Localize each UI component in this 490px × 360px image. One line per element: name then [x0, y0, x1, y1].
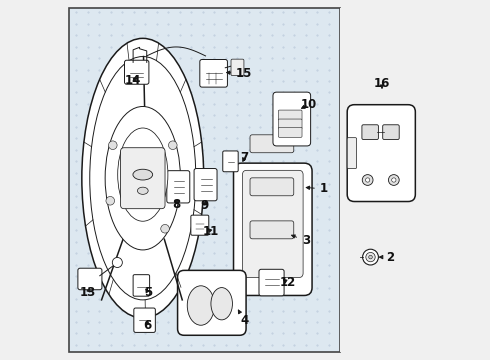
Text: 15: 15 — [227, 67, 252, 80]
Circle shape — [389, 175, 399, 185]
FancyBboxPatch shape — [278, 119, 302, 129]
FancyBboxPatch shape — [243, 170, 303, 278]
FancyBboxPatch shape — [250, 221, 294, 239]
FancyBboxPatch shape — [250, 178, 294, 196]
Text: 6: 6 — [144, 319, 151, 332]
FancyBboxPatch shape — [177, 270, 246, 335]
Circle shape — [366, 252, 375, 262]
Circle shape — [363, 249, 378, 265]
FancyBboxPatch shape — [78, 268, 102, 290]
Circle shape — [112, 257, 122, 267]
FancyBboxPatch shape — [273, 92, 311, 146]
FancyBboxPatch shape — [133, 275, 149, 296]
Circle shape — [392, 178, 396, 182]
Ellipse shape — [82, 39, 204, 318]
Text: 10: 10 — [301, 98, 317, 111]
Ellipse shape — [137, 187, 148, 194]
FancyBboxPatch shape — [278, 110, 302, 120]
FancyBboxPatch shape — [278, 127, 302, 137]
Circle shape — [368, 255, 372, 259]
Text: 8: 8 — [172, 198, 180, 211]
Ellipse shape — [105, 107, 180, 250]
FancyBboxPatch shape — [124, 60, 149, 84]
Text: 4: 4 — [238, 310, 248, 327]
FancyBboxPatch shape — [259, 269, 284, 296]
Text: 5: 5 — [144, 287, 152, 300]
Text: 14: 14 — [125, 74, 141, 87]
Text: 16: 16 — [374, 77, 390, 90]
Ellipse shape — [133, 169, 153, 180]
Text: 1: 1 — [306, 183, 328, 195]
Ellipse shape — [118, 128, 168, 221]
Text: 12: 12 — [279, 276, 295, 289]
Text: 13: 13 — [80, 287, 96, 300]
Text: 3: 3 — [292, 234, 310, 247]
Text: 9: 9 — [201, 199, 209, 212]
Text: 11: 11 — [203, 225, 220, 238]
Circle shape — [169, 141, 177, 149]
Ellipse shape — [211, 288, 232, 320]
FancyBboxPatch shape — [167, 171, 190, 203]
FancyBboxPatch shape — [234, 163, 312, 296]
FancyBboxPatch shape — [383, 125, 399, 139]
Circle shape — [362, 175, 373, 185]
Circle shape — [366, 178, 370, 182]
Bar — [340, 8, 421, 352]
FancyBboxPatch shape — [191, 215, 209, 235]
FancyBboxPatch shape — [200, 59, 227, 87]
Bar — [69, 8, 340, 352]
FancyBboxPatch shape — [250, 135, 294, 153]
FancyBboxPatch shape — [194, 168, 217, 201]
Circle shape — [106, 197, 115, 205]
Ellipse shape — [90, 57, 196, 300]
FancyBboxPatch shape — [121, 148, 165, 209]
FancyBboxPatch shape — [362, 125, 378, 139]
Text: 7: 7 — [240, 151, 248, 164]
FancyBboxPatch shape — [347, 138, 357, 168]
FancyBboxPatch shape — [134, 308, 155, 332]
FancyBboxPatch shape — [347, 105, 416, 202]
FancyBboxPatch shape — [223, 151, 238, 172]
Circle shape — [108, 141, 117, 149]
FancyBboxPatch shape — [231, 59, 244, 76]
Text: 2: 2 — [379, 251, 394, 264]
Circle shape — [161, 224, 170, 233]
Ellipse shape — [187, 286, 215, 325]
